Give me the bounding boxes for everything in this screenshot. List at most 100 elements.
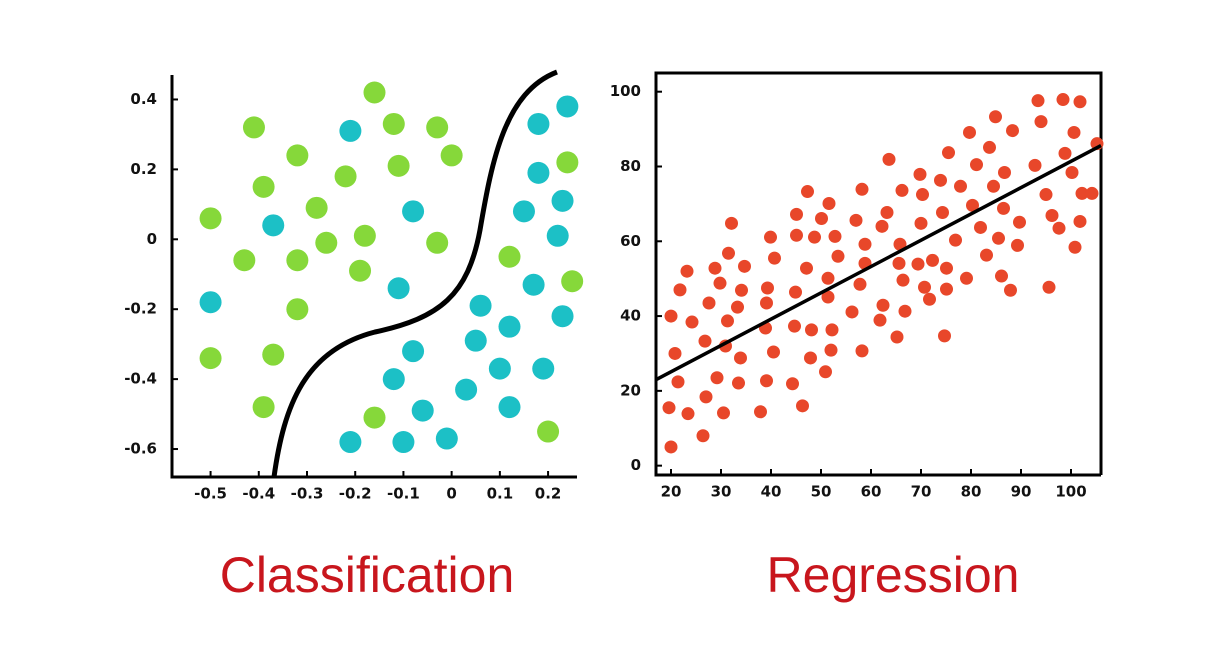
point	[1045, 208, 1059, 222]
point	[896, 273, 910, 287]
point	[858, 237, 872, 251]
point	[455, 378, 478, 401]
point	[845, 305, 859, 319]
x-tick-label: 40	[761, 483, 782, 501]
point	[1065, 165, 1079, 179]
y-tick-label: 60	[620, 232, 641, 250]
point	[822, 197, 836, 211]
point	[983, 140, 996, 154]
point	[551, 305, 574, 328]
x-tick-label: 20	[661, 483, 682, 501]
point	[551, 189, 574, 212]
y-tick-label: -0.2	[124, 300, 157, 318]
point	[789, 285, 802, 299]
point	[754, 405, 767, 419]
point	[890, 330, 904, 344]
point	[252, 396, 275, 419]
point	[895, 183, 909, 197]
point	[853, 277, 867, 291]
point	[1028, 158, 1042, 172]
x-tick-label: 60	[861, 483, 882, 501]
point	[821, 271, 835, 285]
point	[710, 371, 724, 385]
point	[998, 165, 1011, 179]
point	[923, 292, 936, 306]
point	[761, 281, 774, 295]
point	[532, 357, 555, 380]
caption: Classification	[220, 547, 515, 603]
point	[808, 230, 821, 244]
point	[546, 224, 569, 247]
point	[1013, 215, 1026, 229]
point	[464, 329, 487, 352]
x-tick-label: 0.2	[535, 485, 562, 503]
point	[1058, 146, 1072, 160]
decision-boundary	[271, 69, 558, 478]
point	[363, 81, 386, 104]
y-tick-label: 0	[147, 230, 157, 248]
x-tick-label: -0.2	[339, 485, 372, 503]
point	[731, 300, 744, 314]
point	[392, 431, 415, 454]
point	[262, 343, 285, 366]
point	[698, 334, 712, 348]
point	[680, 264, 694, 278]
point	[1073, 95, 1087, 109]
x-tick-label: 0	[446, 485, 456, 503]
point	[735, 283, 748, 297]
point	[974, 220, 987, 234]
x-tick-label: 50	[811, 483, 832, 501]
x-tick-label: -0.3	[291, 485, 324, 503]
point	[286, 298, 309, 321]
x-tick-label: 0.1	[487, 485, 514, 503]
y-tick-label: 0.2	[130, 160, 157, 178]
point	[662, 401, 676, 415]
point	[349, 259, 372, 282]
y-tick-label: 20	[620, 381, 641, 399]
point	[305, 196, 328, 219]
point	[831, 249, 845, 263]
point	[855, 182, 869, 196]
point	[788, 319, 801, 333]
point	[1011, 238, 1024, 252]
point	[1073, 214, 1087, 228]
point	[992, 231, 1005, 245]
point	[873, 313, 887, 327]
point	[1075, 186, 1089, 200]
point	[911, 257, 925, 271]
point	[488, 357, 511, 380]
point	[949, 233, 962, 247]
point	[876, 298, 890, 312]
point	[1004, 283, 1017, 297]
point	[696, 429, 710, 443]
point	[786, 377, 799, 391]
x-tick-label: -0.1	[387, 485, 420, 503]
point	[819, 365, 832, 379]
point	[849, 213, 863, 227]
point	[713, 276, 727, 290]
point	[940, 261, 953, 275]
point	[936, 205, 949, 219]
y-tick-label: 100	[610, 82, 641, 100]
point	[664, 309, 678, 323]
point	[382, 112, 405, 135]
regression-line	[655, 143, 1102, 382]
point	[363, 406, 386, 429]
point	[725, 216, 738, 230]
point	[199, 207, 222, 230]
point	[527, 112, 550, 135]
point	[824, 343, 838, 357]
point	[498, 245, 521, 268]
point	[233, 249, 256, 272]
point	[561, 270, 584, 293]
point	[556, 95, 579, 118]
point	[805, 323, 818, 337]
point	[926, 253, 939, 267]
x-tick-label: 100	[1055, 483, 1086, 501]
point	[1056, 93, 1070, 107]
point	[286, 144, 309, 167]
point	[732, 376, 745, 390]
point	[738, 259, 751, 273]
point	[708, 261, 722, 275]
